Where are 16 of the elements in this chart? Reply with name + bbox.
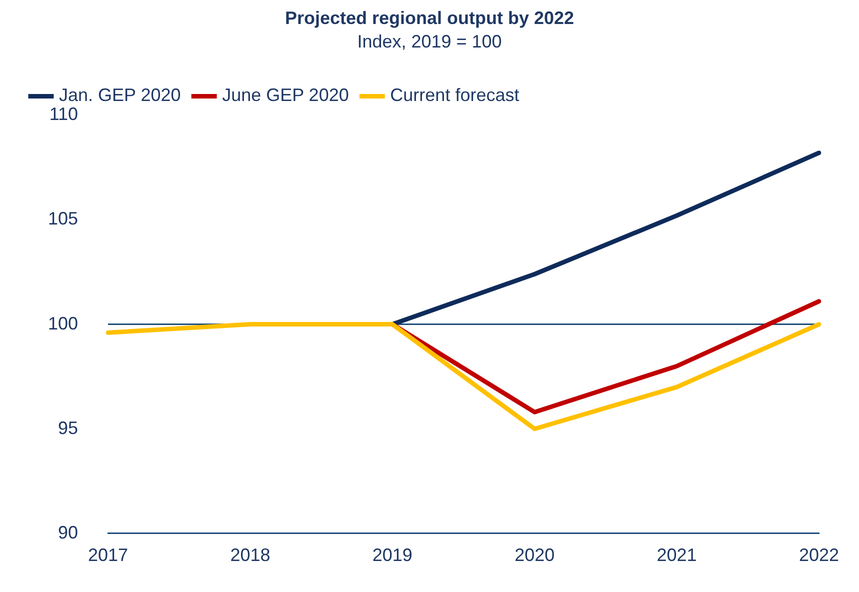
y-tick-label: 95 xyxy=(58,418,78,438)
y-tick-label: 105 xyxy=(48,208,78,229)
legend-label: June GEP 2020 xyxy=(222,85,349,106)
y-tick-label: 110 xyxy=(49,104,78,124)
x-tick-label: 2021 xyxy=(656,545,697,566)
x-tick-label: 2018 xyxy=(230,545,270,566)
x-tick-label: 2020 xyxy=(514,545,555,566)
legend-label: Current forecast xyxy=(390,85,520,106)
legend-label: Jan. GEP 2020 xyxy=(59,85,181,106)
x-tick-label: 2019 xyxy=(372,545,412,566)
chart-subtitle: Index, 2019 = 100 xyxy=(357,31,502,52)
y-tick-label: 90 xyxy=(58,522,78,542)
chart-title: Projected regional output by 2022 xyxy=(284,8,574,28)
y-tick-label: 100 xyxy=(48,313,78,334)
x-tick-label: 2022 xyxy=(798,545,839,566)
x-tick-label: 2017 xyxy=(88,545,128,566)
